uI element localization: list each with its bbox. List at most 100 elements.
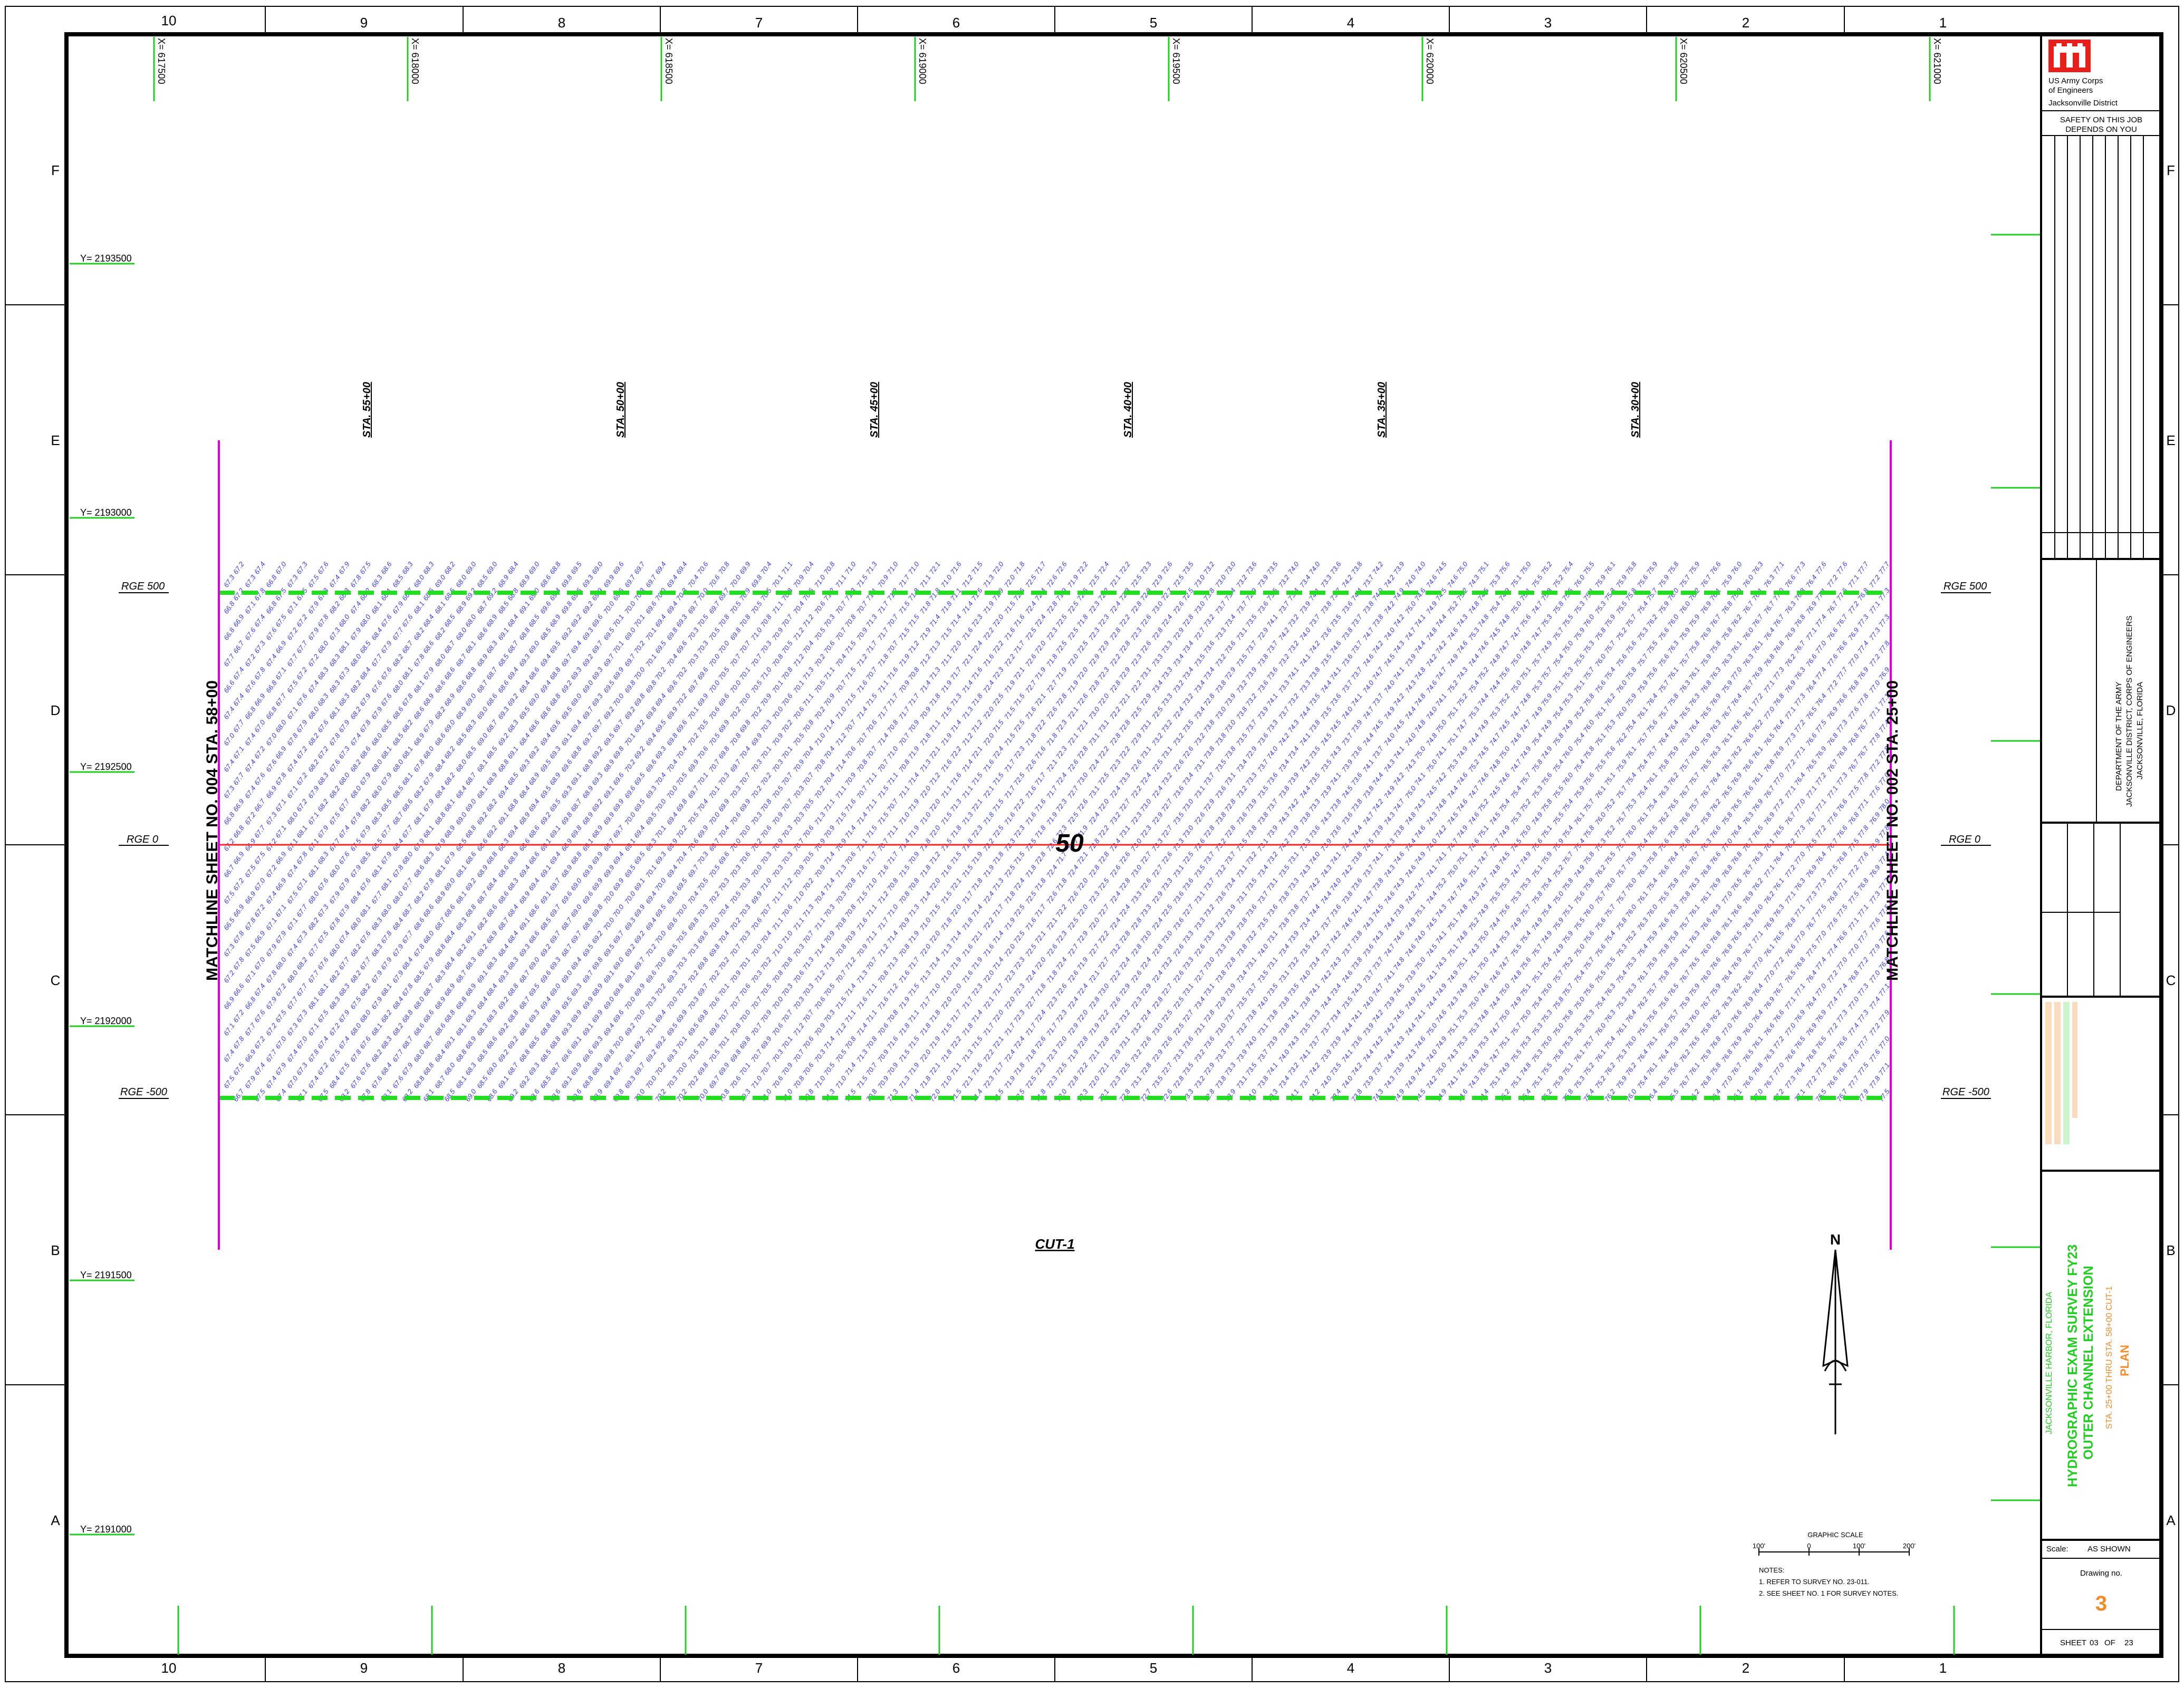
depth-sounding: 74.2: [1382, 1021, 1397, 1037]
depth-sounding: 69.6: [644, 969, 658, 985]
grid-x-label: X= 620500: [1678, 38, 1689, 84]
depth-sounding: 66.9: [274, 850, 288, 865]
depth-sounding: 73.2: [1214, 652, 1228, 668]
depth-sounding: 68.9: [454, 705, 468, 720]
depth-sounding: 74.9: [1403, 995, 1418, 1010]
depth-sounding: 76.2: [1729, 982, 1744, 998]
depth-sounding: 73.4: [1171, 652, 1186, 668]
depth-sounding: 76.0: [1572, 573, 1586, 589]
depth-sounding: 71.8: [1012, 1061, 1026, 1077]
depth-sounding: 71.7: [864, 850, 879, 866]
depth-sounding: 77.6: [1814, 560, 1828, 576]
depth-sounding: 67.4: [253, 613, 267, 628]
depth-sounding: 75.0: [1497, 1008, 1512, 1024]
depth-sounding: 77.9: [1868, 942, 1882, 958]
depth-sounding: 77.2: [1814, 824, 1828, 840]
depth-sounding: 68.3: [337, 982, 351, 998]
depth-sounding: 74.0: [1329, 876, 1343, 892]
depth-sounding: 72.2: [1118, 560, 1132, 576]
depth-sounding: 67.8: [358, 718, 372, 734]
depth-sounding: 73.6: [1265, 665, 1279, 681]
depth-sounding: 73.7: [1371, 692, 1385, 708]
depth-sounding: 75.4: [1572, 969, 1586, 984]
depth-sounding: 67.2: [253, 745, 267, 760]
depth-sounding: 69.3: [623, 1074, 637, 1090]
depth-sounding: 73.8: [1277, 1021, 1291, 1037]
depth-sounding: 70.4: [675, 850, 689, 865]
depth-sounding: 74.5: [1476, 745, 1490, 760]
depth-sounding: 70.3: [738, 903, 752, 919]
depth-sounding: 76.9: [1804, 1021, 1819, 1037]
depth-sounding: 70.2: [780, 718, 794, 734]
depth-sounding: 73.4: [1181, 665, 1195, 681]
depth-sounding: 67.1: [306, 1021, 321, 1037]
depth-sounding: 70.9: [728, 969, 743, 984]
depth-sounding: 67.3: [337, 745, 351, 760]
depth-sounding: 73.0: [1075, 771, 1090, 787]
depth-sounding: 72.2: [1054, 903, 1069, 919]
depth-sounding: 67.5: [253, 850, 267, 866]
depth-sounding: 73.5: [1256, 969, 1270, 985]
depth-sounding: 76.3: [1678, 679, 1692, 695]
depth-sounding: 69.7: [686, 600, 700, 615]
depth-sounding: 71.6: [855, 995, 869, 1011]
depth-sounding: 72.1: [970, 797, 984, 813]
depth-sounding: 75.0: [1413, 745, 1427, 760]
depth-sounding: 71.2: [928, 850, 942, 866]
depth-sounding: 75.7: [1678, 916, 1692, 932]
depth-sounding: 72.2: [949, 1035, 963, 1050]
depth-sounding: 73.1: [1160, 745, 1174, 760]
depth-sounding: 76.4: [1666, 718, 1680, 734]
depth-sounding: 69.2: [590, 929, 604, 945]
depth-sounding: 73.6: [1214, 784, 1228, 800]
depth-sounding: 72.9: [1150, 890, 1165, 905]
depth-sounding: 67.9: [243, 1074, 257, 1089]
depth-sounding: 73.7: [1256, 1048, 1270, 1064]
depth-sounding: 75.3: [1582, 639, 1596, 655]
depth-sounding: 67.2: [295, 771, 309, 787]
depth-sounding: 76.1: [1772, 876, 1786, 892]
depth-sounding: 70.2: [707, 969, 721, 985]
depth-sounding: 69.8: [569, 824, 583, 840]
depth-sounding: 74.0: [1340, 1074, 1354, 1090]
depth-sounding: 73.3: [1244, 771, 1258, 787]
depth-sounding: 69.6: [675, 718, 689, 734]
depth-sounding: 71.3: [982, 573, 996, 589]
depth-sounding: 70.7: [864, 956, 879, 971]
depth-sounding: 70.0: [611, 1035, 626, 1050]
depth-sounding: 71.1: [834, 784, 848, 799]
station-label: STA. 55+00: [361, 382, 373, 438]
depth-sounding: 68.0: [328, 863, 342, 879]
grid-y-label: Y= 2191000: [80, 1524, 132, 1535]
depth-sounding: 69.6: [665, 679, 679, 695]
depth-sounding: 72.1: [991, 1035, 1005, 1050]
depth-sounding: 70.1: [644, 863, 658, 879]
depth-sounding: 69.8: [590, 956, 604, 971]
depth-sounding: 71.9: [949, 956, 963, 971]
depth-sounding: 69.4: [538, 731, 553, 747]
depth-sounding: 75.3: [1603, 718, 1617, 734]
depth-sounding: 73.1: [1139, 665, 1153, 681]
depth-sounding: 76.0: [1593, 1021, 1608, 1037]
depth-sounding: 74.7: [1488, 731, 1502, 747]
depth-sounding: 70.8: [907, 876, 921, 892]
depth-sounding: 77.6: [1835, 560, 1849, 576]
depth-sounding: 69.3: [653, 850, 668, 866]
depth-sounding: 68.5: [454, 731, 468, 747]
depth-sounding: 73.4: [1307, 956, 1322, 971]
depth-sounding: 69.6: [548, 718, 562, 734]
depth-sounding: 70.1: [780, 1035, 794, 1050]
depth-sounding: 71.7: [1045, 784, 1059, 800]
depth-sounding: 72.3: [1045, 995, 1059, 1011]
depth-sounding: 77.0: [1814, 639, 1828, 655]
depth-sounding: 67.8: [391, 863, 405, 879]
depth-sounding: 73.8: [1235, 942, 1249, 958]
depth-sounding: 71.6: [970, 665, 984, 681]
depth-sounding: 76.7: [1729, 1061, 1744, 1077]
depth-sounding: 70.7: [728, 995, 743, 1011]
depth-sounding: 74.4: [1319, 679, 1333, 694]
depth-sounding: 74.2: [1286, 797, 1301, 813]
depth-sounding: 70.9: [822, 824, 836, 839]
depth-sounding: 68.2: [442, 560, 457, 576]
depth-sounding: 76.4: [1772, 850, 1786, 865]
